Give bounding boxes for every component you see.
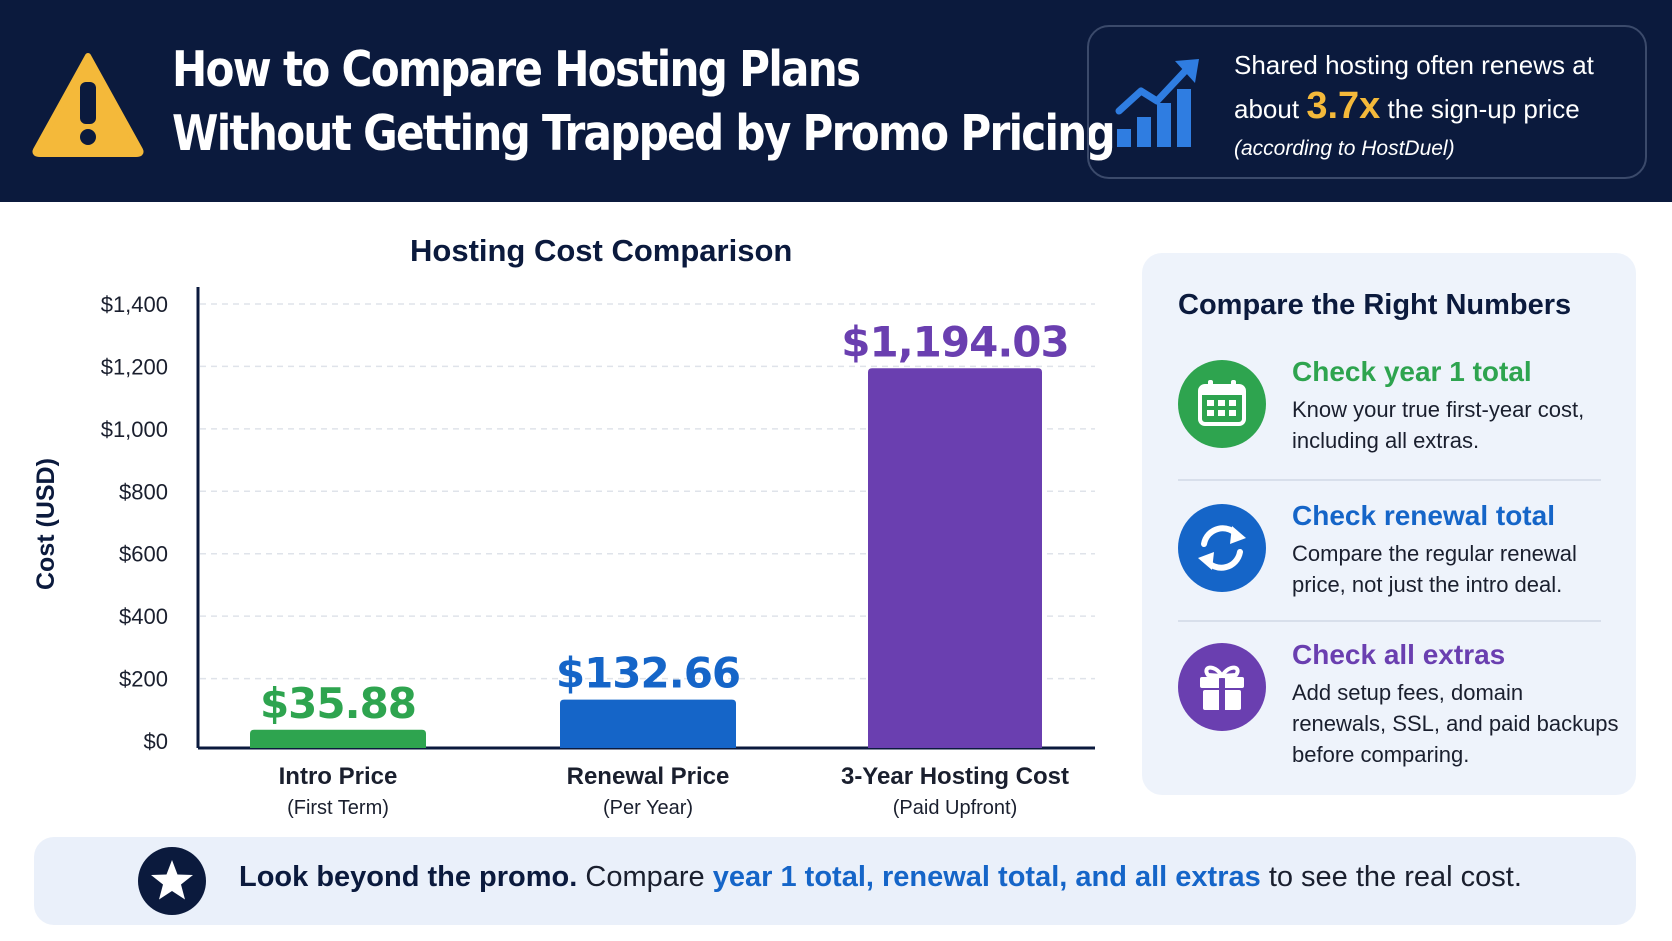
title-line-1: How to Compare Hosting Plans [172, 41, 861, 98]
x-tick-label: 3-Year Hosting Cost [841, 763, 1069, 790]
check-desc-year1: Know your true first-year cost, includin… [1292, 397, 1585, 453]
gift-icon [1178, 643, 1266, 731]
growth-chart-icon [1115, 59, 1199, 147]
x-tick-label: Renewal Price [567, 763, 730, 790]
callout-source: (according to HostDuel) [1234, 137, 1455, 160]
y-tick-label: $1,400 [101, 292, 168, 317]
footer-text: Look beyond the promo. Compare year 1 to… [239, 861, 1522, 894]
chart-title: Hosting Cost Comparison [410, 233, 793, 268]
data-label: $1,194.03 [841, 317, 1068, 366]
bar-2 [868, 368, 1042, 748]
x-tick-sublabel: (First Term) [287, 797, 389, 819]
y-tick-label: $800 [119, 479, 168, 504]
footer-bold: Look beyond the promo. [239, 861, 578, 893]
bar-0 [250, 729, 426, 748]
callout-signup: the sign-up price [1387, 94, 1580, 124]
calendar-icon [1178, 360, 1266, 448]
x-tick-sublabel: (Paid Upfront) [893, 797, 1018, 819]
renewal-callout: Shared hosting often renews at about 3.7… [1087, 25, 1647, 179]
callout-multiplier: 3.7x [1306, 85, 1381, 127]
header-banner: How to Compare Hosting Plans Without Get… [0, 0, 1672, 202]
refresh-icon [1178, 504, 1266, 592]
callout-about: about [1234, 94, 1300, 124]
page-title: How to Compare Hosting Plans Without Get… [172, 38, 1116, 166]
footer-post: to see the real cost. [1268, 861, 1522, 893]
check-title-renewal: Check renewal total [1292, 500, 1555, 531]
title-line-2: Without Getting Trapped by Promo Pricing [172, 105, 1116, 162]
divider [1178, 620, 1601, 622]
y-tick-label: $200 [119, 667, 168, 692]
check-title-extras: Check all extras [1292, 639, 1506, 670]
callout-text: Shared hosting often renews at about 3.7… [1234, 45, 1594, 130]
footer-highlight: year 1 total, renewal total, and all ext… [712, 861, 1261, 893]
check-desc-extras: Add setup fees, domain renewals, SSL, an… [1292, 680, 1619, 767]
x-tick-sublabel: (Per Year) [603, 797, 693, 819]
data-label: $35.88 [260, 679, 416, 728]
check-title-year1: Check year 1 total [1292, 356, 1532, 387]
check-desc-renewal: Compare the regular renewal price, not j… [1292, 541, 1577, 597]
bar-1 [560, 699, 736, 748]
footer-compare: Compare [585, 861, 705, 893]
star-icon [138, 847, 206, 915]
y-tick-label: $0 [144, 729, 168, 754]
panel-title: Compare the Right Numbers [1178, 289, 1572, 321]
callout-line-1: Shared hosting often renews at [1234, 50, 1594, 80]
footer-banner: Look beyond the promo. Compare year 1 to… [34, 837, 1636, 925]
warning-triangle-icon [32, 53, 144, 157]
callout-line-2: about 3.7x the sign-up price [1234, 86, 1594, 130]
y-tick-label: $1,000 [101, 417, 168, 442]
data-label: $132.66 [556, 649, 740, 698]
compare-panel: Compare the Right Numbers Check year 1 t… [1142, 253, 1636, 795]
y-tick-label: $1,200 [101, 354, 168, 379]
y-tick-label: $400 [119, 604, 168, 629]
x-tick-label: Intro Price [279, 763, 398, 790]
y-tick-label: $600 [119, 542, 168, 567]
divider [1178, 479, 1601, 481]
